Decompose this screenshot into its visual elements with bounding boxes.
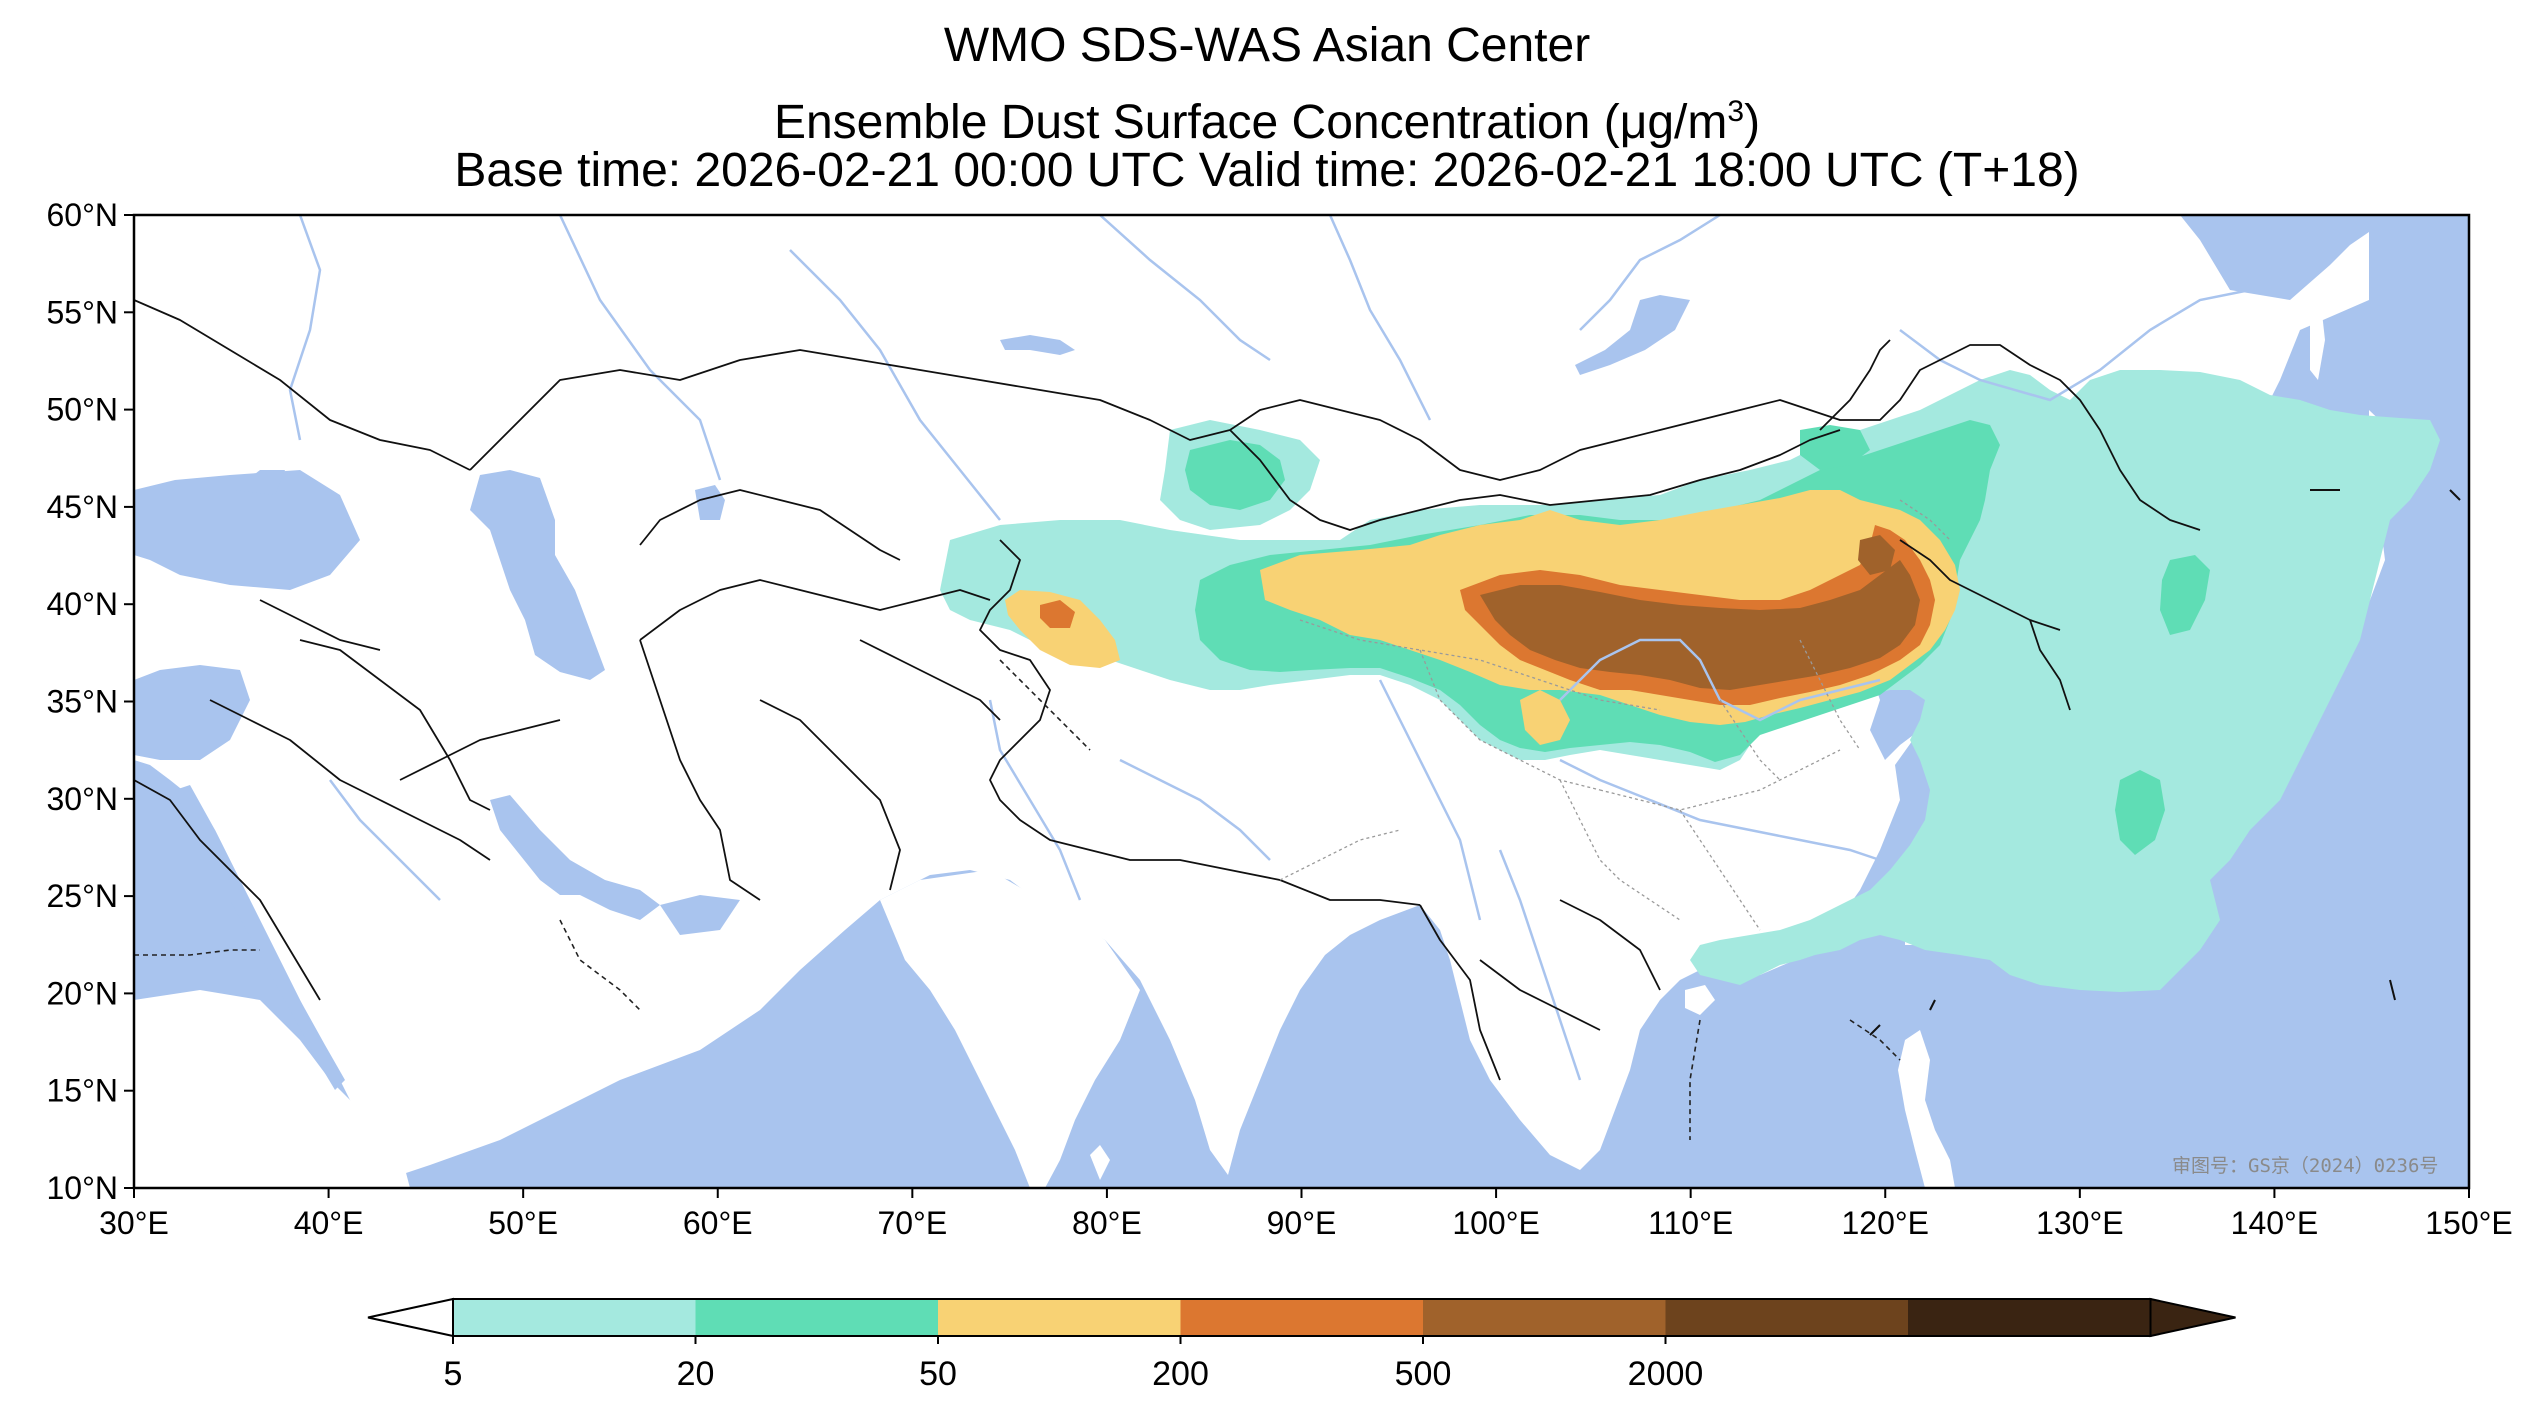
y-tick-label: 45°N (47, 489, 119, 525)
title-line-1: WMO SDS-WAS Asian Center (943, 19, 1591, 72)
x-tick-label: 100°E (1452, 1205, 1540, 1241)
dust-level-20-mongolia (1800, 425, 1870, 470)
y-tick-label: 55°N (47, 294, 119, 330)
x-tick-label: 140°E (2231, 1205, 2319, 1241)
dust-field (940, 370, 2440, 992)
colorbar-extend-min (367, 1297, 454, 1338)
title-line-3: Base time: 2026-02-21 00:00 UTC Valid ti… (454, 144, 2080, 197)
y-tick-label: 35°N (47, 684, 119, 720)
dust-level-50-qinghai (1520, 690, 1570, 745)
y-tick-label: 20°N (47, 975, 119, 1011)
x-tick-label: 70°E (877, 1205, 947, 1241)
x-tick-label: 40°E (294, 1205, 364, 1241)
x-tick-label: 60°E (683, 1205, 753, 1241)
colorbar-tick-label: 500 (1395, 1355, 1452, 1393)
colorbar-segment (695, 1299, 939, 1336)
dust-level-20-northwest (1185, 440, 1285, 510)
y-tick-label: 15°N (47, 1073, 119, 1109)
colorbar-segment (1423, 1299, 1666, 1336)
x-tick-label: 120°E (1841, 1205, 1929, 1241)
country-borders (134, 299, 2201, 1081)
x-tick-label: 150°E (2425, 1205, 2513, 1241)
dashed-borders (134, 659, 1901, 1140)
x-axis: 30°E 40°E 50°E 60°E 70°E 80°E 90°E 100°E 110°E 12… (99, 1188, 2513, 1241)
dust-level-20-pacific (2115, 770, 2165, 855)
title-line-2: Ensemble Dust Surface Concentration (μg/… (773, 95, 1761, 149)
colorbar-segment (938, 1299, 1181, 1336)
colorbar-tick-label: 2000 (1628, 1355, 1704, 1393)
colorbar-extend-max (2149, 1297, 2236, 1338)
x-tick-label: 50°E (488, 1205, 558, 1241)
colorbar-segment (1908, 1299, 2151, 1336)
colorbar-segment (453, 1299, 696, 1336)
dust-level-200-tarim (1040, 600, 1075, 628)
y-tick-label: 25°N (47, 878, 119, 914)
colorbar-tick-label: 50 (919, 1355, 957, 1393)
y-axis: 60°N 55°N 50°N 45°N 40°N 35°N 30°N 25°N 20°N 15°N… (47, 197, 134, 1206)
colorbar-segment (1665, 1299, 1909, 1336)
colorbar: 5 20 50 200 500 2000 (367, 1297, 2236, 1393)
dust-level-20-japan (2160, 555, 2210, 635)
colorbar-tick-label: 20 (677, 1355, 715, 1393)
y-tick-label: 60°N (47, 197, 119, 233)
dust-level-50-tarim-west (1005, 590, 1120, 668)
dust-level-500-hotspot (1858, 535, 1895, 575)
x-tick-label: 80°E (1072, 1205, 1142, 1241)
map-approval-watermark: 审图号：GS京（2024）0236号 (2172, 1155, 2438, 1177)
dust-level-5-korea (1985, 640, 2090, 720)
rivers (288, 215, 2251, 1081)
x-tick-label: 90°E (1267, 1205, 1337, 1241)
colorbar-frame (452, 1298, 2152, 1337)
colorbar-segment (1180, 1299, 1424, 1336)
x-tick-label: 30°E (99, 1205, 169, 1241)
colorbar-tick-label: 200 (1152, 1355, 1209, 1393)
colorbar-tick-label: 5 (444, 1355, 463, 1393)
y-tick-label: 10°N (47, 1170, 119, 1206)
y-tick-label: 30°N (47, 781, 119, 817)
dust-level-500-main (1480, 560, 1920, 690)
sea-marks (1869, 489, 2461, 1036)
y-tick-label: 50°N (47, 392, 119, 428)
province-borders (1279, 499, 1951, 931)
map-body: 审图号：GS京（2024）0236号 (134, 215, 2469, 1188)
x-tick-label: 130°E (2036, 1205, 2124, 1241)
y-tick-label: 40°N (47, 586, 119, 622)
x-tick-label: 110°E (1648, 1205, 1733, 1241)
